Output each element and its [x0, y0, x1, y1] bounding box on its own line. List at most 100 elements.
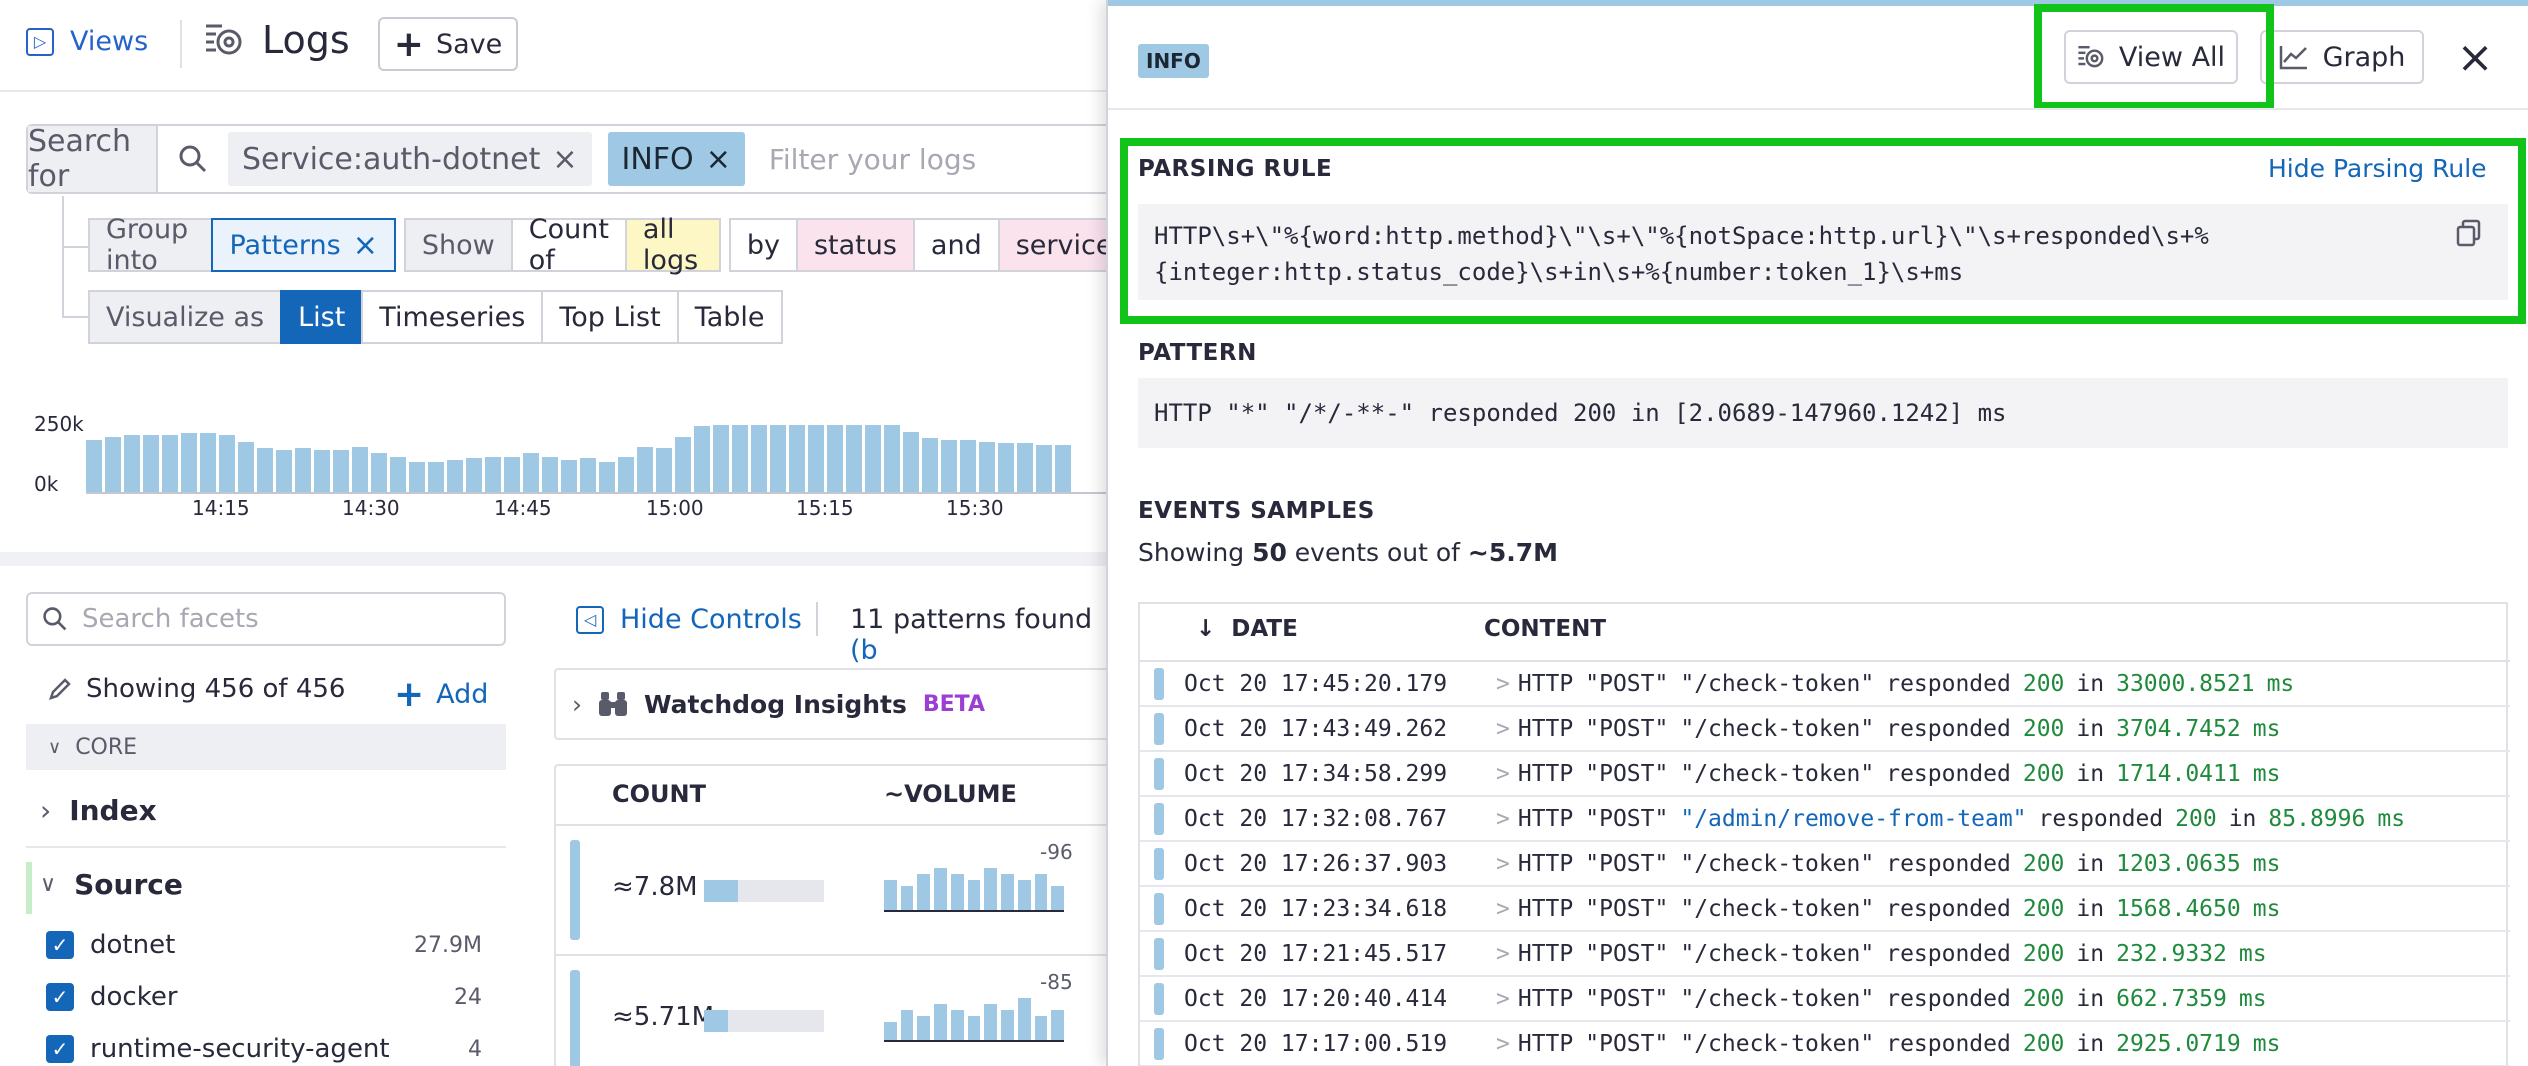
histogram-bar[interactable]	[124, 435, 140, 492]
histogram-bar[interactable]	[409, 462, 425, 492]
facet-search-input[interactable]: Search facets	[26, 592, 506, 646]
viz-list[interactable]: List	[280, 290, 364, 344]
close-icon[interactable]: ×	[2456, 31, 2494, 83]
histogram-bar[interactable]	[371, 453, 387, 492]
watchdog-insights-panel[interactable]: › Watchdog Insights BETA	[554, 668, 1106, 740]
checkbox-checked-icon[interactable]: ✓	[46, 983, 74, 1011]
histogram-bar[interactable]	[1017, 443, 1033, 492]
histogram-bar[interactable]	[276, 450, 292, 492]
service-select[interactable]: service	[997, 218, 1106, 272]
count-header[interactable]: COUNT	[612, 780, 706, 808]
histogram-bar[interactable]	[998, 443, 1014, 492]
histogram-bar[interactable]	[846, 425, 862, 492]
histogram-bar[interactable]	[770, 425, 786, 492]
histogram-bar[interactable]	[713, 425, 729, 492]
copy-icon[interactable]	[2454, 218, 2484, 248]
histogram-bar[interactable]	[618, 457, 634, 492]
event-row[interactable]: Oct 20 17:20:40.414 > HTTP "POST" "/check-to…	[1140, 977, 2510, 1022]
core-section-header[interactable]: ∨ CORE	[26, 724, 506, 770]
hide-parsing-rule-link[interactable]: Hide Parsing Rule	[2268, 154, 2487, 183]
event-row[interactable]: Oct 20 17:17:00.519 > HTTP "POST" "/check-to…	[1140, 1022, 2510, 1066]
event-row[interactable]: Oct 20 17:21:45.517 > HTTP "POST" "/check-to…	[1140, 932, 2510, 977]
histogram-bar[interactable]	[314, 450, 330, 492]
histogram-bar[interactable]	[637, 447, 653, 492]
histogram-bar[interactable]	[1055, 445, 1071, 492]
histogram-bar[interactable]	[1036, 445, 1052, 492]
histogram-bar[interactable]	[675, 437, 691, 492]
histogram-bar[interactable]	[903, 432, 919, 492]
histogram-bar[interactable]	[352, 447, 368, 492]
histogram-bar[interactable]	[542, 457, 558, 492]
viz-table[interactable]: Table	[676, 290, 783, 344]
viz-top-list[interactable]: Top List	[541, 290, 679, 344]
checkbox-checked-icon[interactable]: ✓	[46, 931, 74, 959]
event-row[interactable]: Oct 20 17:34:58.299 > HTTP "POST" "/check-to…	[1140, 752, 2510, 797]
histogram-bar[interactable]	[580, 458, 596, 492]
facet-item-dotnet[interactable]: ✓ dotnet 27.9M	[46, 930, 482, 960]
search-input[interactable]: Filter your logs	[768, 142, 977, 176]
pencil-icon[interactable]	[48, 677, 72, 701]
histogram-bar[interactable]	[485, 457, 501, 492]
group-patterns-select[interactable]: Patterns ×	[211, 218, 396, 272]
close-icon[interactable]: ×	[352, 227, 378, 263]
histogram-bar[interactable]	[656, 448, 672, 492]
histogram-bar[interactable]	[922, 438, 938, 492]
patterns-link[interactable]: (b	[850, 635, 878, 666]
histogram-bar[interactable]	[143, 435, 159, 492]
histogram-bar[interactable]	[238, 442, 254, 492]
date-header[interactable]: ↓ DATE	[1196, 616, 1298, 642]
pattern-row[interactable]: ≈7.8M -96	[556, 826, 1106, 956]
facet-group-source[interactable]: ∨ Source	[40, 868, 183, 901]
histogram-bar[interactable]	[447, 460, 463, 492]
histogram-bar[interactable]	[941, 440, 957, 492]
histogram-bar[interactable]	[599, 462, 615, 492]
histogram-bar[interactable]	[827, 425, 843, 492]
graph-button[interactable]: Graph	[2260, 30, 2424, 84]
histogram-bar[interactable]	[808, 425, 824, 492]
histogram-bar[interactable]	[979, 442, 995, 492]
facet-group-index[interactable]: › Index	[40, 794, 157, 827]
histogram-bar[interactable]	[466, 458, 482, 492]
histogram-bar[interactable]	[789, 425, 805, 492]
viz-timeseries[interactable]: Timeseries	[361, 290, 544, 344]
close-icon[interactable]: ×	[705, 141, 731, 177]
histogram-bar[interactable]	[86, 440, 102, 492]
histogram-bar[interactable]	[390, 457, 406, 492]
view-all-button[interactable]: View All	[2064, 30, 2238, 84]
histogram-bar[interactable]	[561, 460, 577, 492]
histogram-bar[interactable]	[219, 435, 235, 492]
histogram-bar[interactable]	[428, 462, 444, 492]
facet-item-runtime-security-agent[interactable]: ✓ runtime-security-agent 4	[46, 1034, 482, 1064]
all-logs-select[interactable]: all logs	[624, 214, 721, 276]
filter-chip-info[interactable]: INFO ×	[607, 132, 745, 186]
histogram-bar[interactable]	[751, 425, 767, 492]
save-button[interactable]: + Save	[378, 17, 518, 71]
histogram-bar[interactable]	[105, 437, 121, 492]
histogram-bar[interactable]	[257, 448, 273, 492]
filter-chip-service[interactable]: Service:auth-dotnet ×	[228, 132, 592, 186]
event-row[interactable]: Oct 20 17:23:34.618 > HTTP "POST" "/check-to…	[1140, 887, 2510, 932]
histogram-bar[interactable]	[295, 448, 311, 492]
histogram-bar[interactable]	[504, 457, 520, 492]
close-icon[interactable]: ×	[552, 141, 578, 177]
search-bar[interactable]: Search for Service:auth-dotnet × INFO × …	[26, 124, 1106, 194]
event-row[interactable]: Oct 20 17:26:37.903 > HTTP "POST" "/check-to…	[1140, 842, 2510, 887]
checkbox-checked-icon[interactable]: ✓	[46, 1035, 74, 1063]
count-of-select[interactable]: Count of	[510, 214, 627, 276]
views-link[interactable]: ▷ Views	[26, 26, 148, 57]
histogram-bar[interactable]	[865, 425, 881, 492]
histogram-bar[interactable]	[200, 433, 216, 492]
histogram-bar[interactable]	[732, 425, 748, 492]
histogram-bar[interactable]	[162, 435, 178, 492]
event-row[interactable]: Oct 20 17:43:49.262 > HTTP "POST" "/check-to…	[1140, 707, 2510, 752]
histogram-bar[interactable]	[884, 425, 900, 492]
histogram-bar[interactable]	[523, 453, 539, 492]
pattern-row[interactable]: ≈5.71M -85	[556, 956, 1106, 1066]
histogram-bar[interactable]	[181, 433, 197, 492]
add-facet-button[interactable]: + Add	[394, 674, 488, 715]
volume-header[interactable]: ~VOLUME	[884, 780, 1017, 808]
event-row[interactable]: Oct 20 17:45:20.179 > HTTP "POST" "/check-to…	[1140, 662, 2510, 707]
facet-item-docker[interactable]: ✓ docker 24	[46, 982, 482, 1012]
histogram-bar[interactable]	[333, 450, 349, 492]
histogram-bar[interactable]	[694, 426, 710, 492]
